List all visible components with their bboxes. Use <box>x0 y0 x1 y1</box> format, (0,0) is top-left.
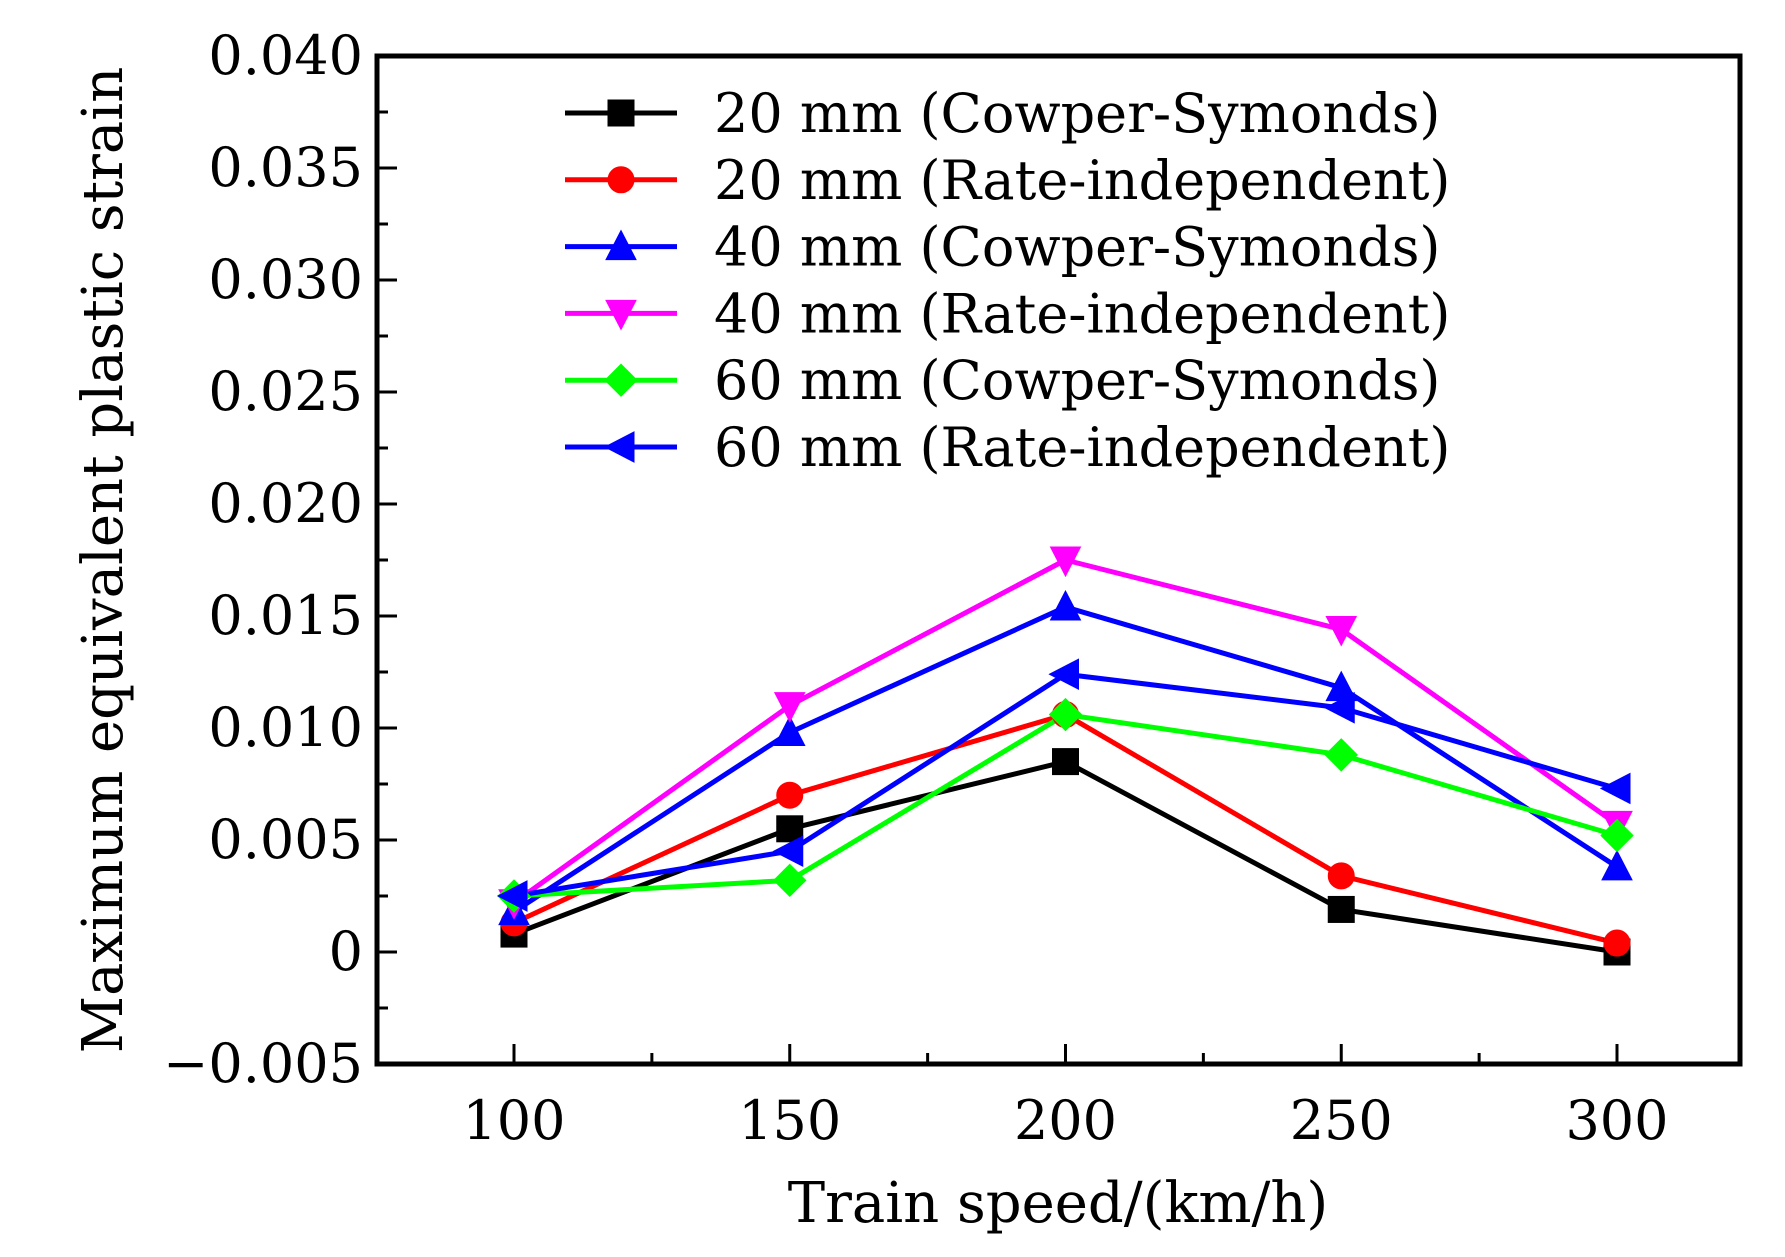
legend-label: 40 mm (Rate-independent) <box>714 282 1450 345</box>
legend-item: 60 mm (Rate-independent) <box>565 416 1450 479</box>
series-markers-1 <box>500 748 1631 966</box>
y-tick-label: 0.010 <box>208 696 363 759</box>
legend-marker <box>603 431 635 463</box>
legend-label: 60 mm (Rate-independent) <box>714 416 1450 479</box>
data-point <box>773 715 806 746</box>
y-axis-ticks: −0.005 0 0.005 0.010 0.015 0.020 0.025 0.030 0.0… <box>163 24 397 1095</box>
data-point <box>1601 849 1633 881</box>
data-point <box>1049 589 1082 621</box>
data-point <box>1603 929 1631 957</box>
x-tick-label: 100 <box>462 1089 565 1152</box>
legend-item: 40 mm (Rate-independent) <box>565 282 1450 345</box>
data-point <box>773 863 807 898</box>
data-point <box>1324 692 1355 724</box>
legend-item: 20 mm (Cowper-Symonds) <box>565 82 1441 145</box>
y-tick-label: 0.040 <box>208 24 363 87</box>
legend-marker <box>605 229 637 261</box>
y-axis-title: Maximum equivalent plastic strain <box>71 67 136 1054</box>
data-point <box>776 781 804 809</box>
legend-label: 60 mm (Cowper-Symonds) <box>714 349 1441 412</box>
y-tick-label: 0.005 <box>208 808 363 871</box>
legend-item: 60 mm (Cowper-Symonds) <box>565 349 1441 412</box>
y-tick-label: 0.025 <box>208 360 363 423</box>
series-markers-2 <box>500 701 1631 957</box>
y-tick-label: 0 <box>329 920 363 983</box>
data-point <box>1599 772 1631 805</box>
y-tick-label: −0.005 <box>163 1032 363 1095</box>
data-point <box>1049 546 1082 578</box>
data-point <box>1327 862 1355 890</box>
series-line-1 <box>513 759 1618 955</box>
series-markers-6 <box>496 658 1631 912</box>
x-tick-label: 200 <box>1014 1089 1117 1152</box>
series-markers <box>496 546 1634 966</box>
legend-item: 20 mm (Rate-independent) <box>565 149 1450 212</box>
data-point <box>772 835 804 868</box>
data-point <box>1325 615 1358 647</box>
data-point <box>1327 895 1355 923</box>
x-tick-label: 300 <box>1565 1089 1668 1152</box>
data-point <box>1324 738 1358 772</box>
data-point <box>776 815 804 843</box>
legend: 20 mm (Cowper-Symonds)20 mm (Rate-indepe… <box>565 82 1450 479</box>
legend-label: 20 mm (Cowper-Symonds) <box>714 82 1441 145</box>
legend-marker <box>605 299 637 331</box>
x-tick-label: 250 <box>1290 1089 1393 1152</box>
data-point <box>1048 658 1079 691</box>
legend-label: 20 mm (Rate-independent) <box>714 149 1450 212</box>
data-point <box>1600 818 1634 853</box>
legend-marker <box>604 363 638 397</box>
y-tick-label: 0.030 <box>208 248 363 311</box>
data-point <box>1052 748 1079 776</box>
legend-marker <box>607 99 635 127</box>
y-tick-label: 0.020 <box>208 472 363 535</box>
legend-label: 40 mm (Cowper-Symonds) <box>714 216 1441 279</box>
data-point <box>773 692 806 723</box>
x-axis-title: Train speed/(km/h) <box>788 1171 1329 1236</box>
series-markers-5 <box>497 697 1634 913</box>
data-point <box>496 880 528 912</box>
legend-item: 40 mm (Cowper-Symonds) <box>565 216 1441 279</box>
legend-marker <box>607 166 635 194</box>
x-axis-ticks: 100 150 200 250 300 <box>462 1044 1669 1152</box>
y-tick-label: 0.015 <box>208 584 363 647</box>
x-tick-label: 150 <box>738 1089 841 1152</box>
y-tick-label: 0.035 <box>208 136 363 199</box>
data-point <box>1048 697 1083 732</box>
